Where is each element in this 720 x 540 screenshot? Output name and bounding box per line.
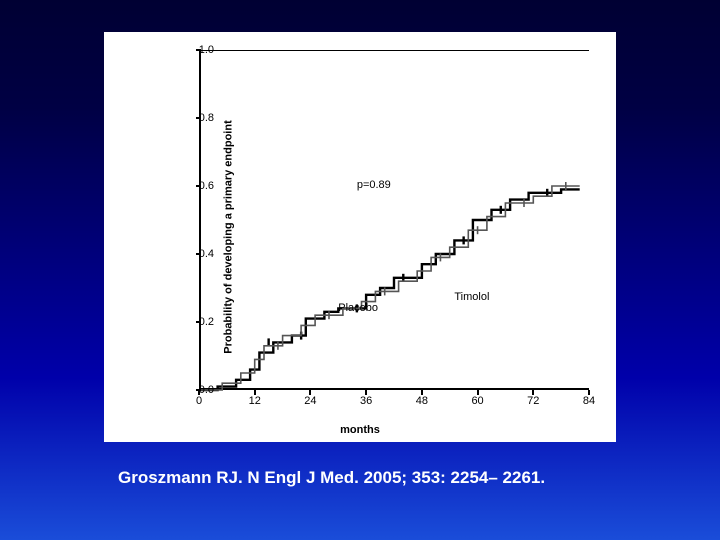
x-tick-mark (254, 390, 256, 395)
x-tick-label: 36 (360, 395, 372, 407)
x-tick-mark (365, 390, 367, 395)
x-tick-mark (198, 390, 200, 395)
x-tick-mark (588, 390, 590, 395)
chart-svg (199, 50, 589, 390)
y-tick-mark (196, 321, 201, 323)
y-tick-mark (196, 49, 201, 51)
x-axis-label: months (340, 424, 380, 436)
x-tick-label: 84 (583, 395, 595, 407)
y-tick-mark (196, 117, 201, 119)
series-label-placebo: Placebo (338, 302, 378, 314)
x-tick-label: 48 (416, 395, 428, 407)
y-tick-mark (196, 185, 201, 187)
x-tick-label: 0 (196, 395, 202, 407)
series-label-timolol: Timolol (454, 291, 489, 303)
x-tick-mark (309, 390, 311, 395)
chart-panel: Probability of developing a primary endp… (104, 32, 616, 442)
x-tick-mark (532, 390, 534, 395)
y-tick-mark (196, 253, 201, 255)
x-tick-label: 12 (249, 395, 261, 407)
x-tick-label: 24 (304, 395, 316, 407)
citation-text: Groszmann RJ. N Engl J Med. 2005; 353: 2… (118, 468, 545, 488)
x-tick-label: 72 (527, 395, 539, 407)
x-tick-mark (421, 390, 423, 395)
x-tick-mark (477, 390, 479, 395)
x-tick-label: 60 (471, 395, 483, 407)
p-value-label: p=0.89 (357, 179, 391, 191)
